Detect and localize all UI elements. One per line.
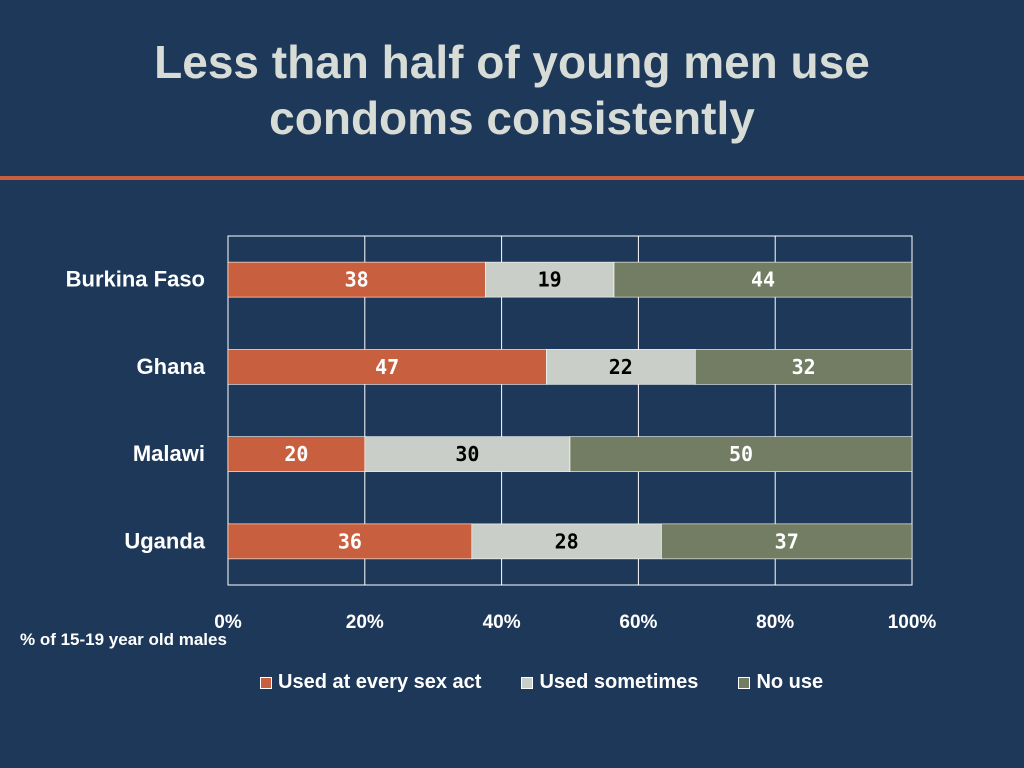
data-label: 19	[538, 268, 562, 292]
legend-label-sometimes: Used sometimes	[539, 671, 699, 693]
legend-item-every: Used at every sex act	[260, 671, 481, 694]
data-label: 28	[555, 529, 579, 553]
bar-segment	[569, 436, 913, 472]
slide-title: Less than half of young men use condoms …	[154, 36, 870, 144]
category-label-uganda: Uganda	[124, 528, 205, 553]
data-label: 20	[284, 442, 308, 466]
bar-segment	[661, 523, 913, 560]
data-label: 36	[338, 529, 362, 553]
legend-label-none: No use	[756, 671, 824, 693]
data-label: 50	[729, 442, 753, 466]
bar-segment	[227, 523, 473, 560]
legend-item-sometimes: Used sometimes	[521, 671, 698, 694]
legend-item-none: No use	[738, 671, 823, 694]
legend-swatch-none	[738, 676, 751, 689]
bar-segment	[227, 349, 547, 385]
bar-segment	[694, 349, 913, 385]
data-label: 37	[775, 529, 799, 553]
chart-legend: Used at every sex act Used sometimes No …	[260, 671, 863, 694]
legend-swatch-sometimes	[521, 676, 534, 689]
category-label-ghana: Ghana	[137, 354, 206, 379]
x-tick-label: 80%	[756, 612, 794, 633]
x-tick-label: 20%	[346, 612, 384, 633]
bar-segment	[485, 261, 615, 298]
data-label: 44	[751, 268, 775, 292]
category-label-malawi: Malawi	[133, 441, 205, 466]
data-label: 47	[375, 355, 399, 379]
legend-label-every: Used at every sex act	[278, 671, 482, 693]
x-axis-label: % of 15-19 year old males	[20, 630, 227, 649]
bar-segment	[364, 436, 571, 472]
bar-segment	[227, 436, 366, 472]
bar-segment	[613, 261, 913, 298]
bar-segment	[545, 349, 696, 385]
x-tick-label: 60%	[619, 612, 657, 633]
x-tick-label: 100%	[888, 612, 937, 633]
data-label: 38	[345, 268, 369, 292]
x-tick-label: 0%	[214, 612, 242, 633]
x-tick-label: 40%	[483, 612, 521, 633]
plot-frame	[227, 235, 913, 586]
legend-swatch-every	[260, 676, 272, 689]
data-label: 30	[455, 442, 479, 466]
title-divider	[0, 176, 1024, 180]
bar-segment	[227, 261, 486, 298]
category-label-burkina-faso: Burkina Faso	[66, 267, 205, 292]
data-label: 22	[609, 355, 633, 379]
data-label: 32	[792, 355, 816, 379]
